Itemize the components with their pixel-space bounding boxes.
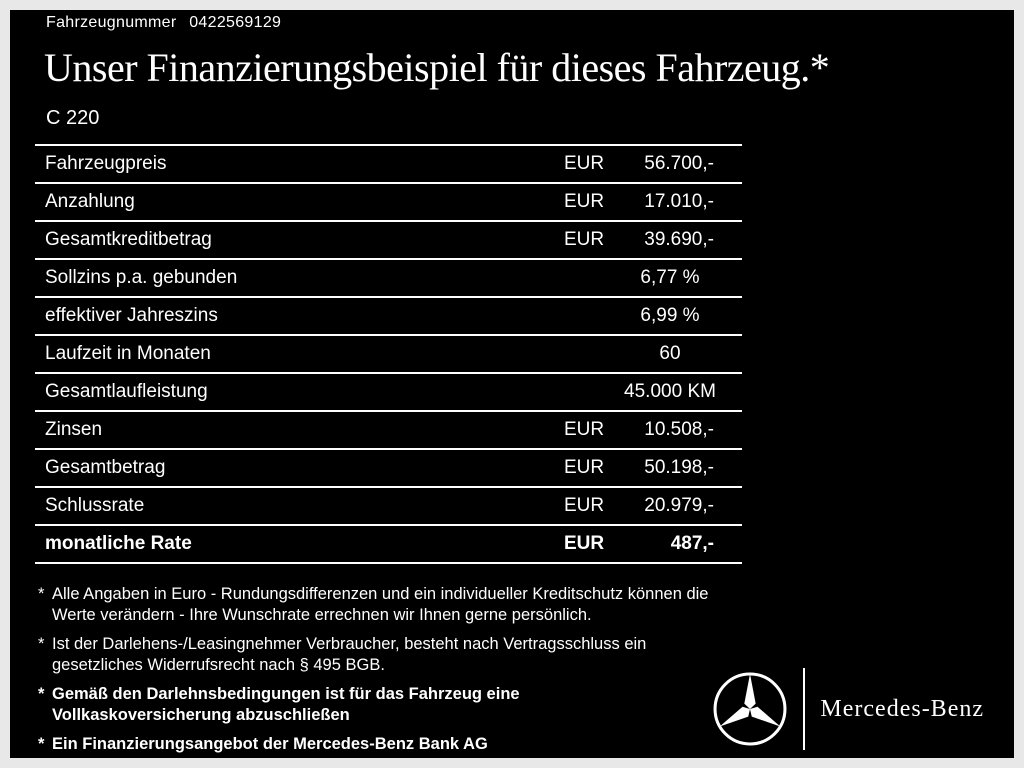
table-row: effektiver Jahreszins 6,99 % (35, 296, 742, 334)
table-row: Sollzins p.a. gebunden 6,77 % (35, 258, 742, 296)
footnote-text: Ist der Darlehens-/Leasingnehmer Verbrau… (52, 635, 647, 674)
brand-wordmark: Mercedes-Benz (820, 695, 984, 722)
table-row: Zinsen EUR 10.508,- (35, 410, 742, 448)
table-row: Fahrzeugpreis EUR 56.700,- (35, 144, 742, 182)
row-label: Fahrzeugpreis (45, 153, 167, 174)
mercedes-star-logo (713, 672, 787, 746)
row-currency: EUR (564, 153, 605, 174)
table-row-monthly-rate: monatliche Rate EUR 487,- (35, 524, 742, 562)
row-currency: EUR (564, 419, 605, 440)
footnotes: * Alle Angaben in Euro - Rundungsdiffere… (38, 584, 743, 755)
row-value: 6,77 % (640, 267, 700, 288)
row-label: Laufzeit in Monaten (45, 343, 211, 364)
row-value: 60 (659, 343, 681, 364)
row-value: 50.198,- (644, 457, 714, 478)
row-label: monatliche Rate (45, 533, 192, 554)
vehicle-number-value: 0422569129 (189, 14, 282, 31)
footnote-text: Gemäß den Darlehnsbedingungen ist für da… (52, 685, 520, 724)
page-title: Unser Finanzierungsbeispiel für dieses F… (44, 45, 830, 90)
finance-table: Fahrzeugpreis EUR 56.700,- Anzahlung EUR 1… (35, 144, 742, 564)
footnote: * Gemäß den Darlehnsbedingungen ist für … (38, 684, 743, 726)
row-label: Gesamtkreditbetrag (45, 229, 212, 250)
footnote-marker: * (38, 735, 45, 753)
vehicle-number-row: Fahrzeugnummer 0422569129 (46, 14, 1014, 32)
footnote: * Ein Finanzierungsangebot der Mercedes-… (38, 734, 743, 755)
row-label: effektiver Jahreszins (45, 305, 218, 326)
row-currency: EUR (564, 191, 605, 212)
footnote-marker: * (38, 585, 45, 603)
brand-divider (803, 668, 806, 750)
row-currency: EUR (564, 495, 605, 516)
table-row: Schlussrate EUR 20.979,- (35, 486, 742, 524)
footnote: * Alle Angaben in Euro - Rundungsdiffere… (38, 584, 743, 626)
table-row: Laufzeit in Monaten 60 (35, 334, 742, 372)
footnote-marker: * (38, 635, 45, 653)
brand-area: Mercedes-Benz (712, 668, 986, 750)
row-value: 56.700,- (644, 153, 714, 174)
row-label: Gesamtbetrag (45, 457, 166, 478)
row-value: 487,- (670, 533, 714, 554)
row-label: Anzahlung (45, 191, 135, 212)
footnote-text: Ein Finanzierungsangebot der Mercedes-Be… (52, 735, 488, 753)
row-currency: EUR (564, 229, 605, 250)
finance-sheet: Fahrzeugnummer 0422569129 Unser Finanzie… (10, 10, 1014, 758)
footnote: * Ist der Darlehens-/Leasingnehmer Verbr… (38, 634, 743, 676)
row-value: 39.690,- (644, 229, 714, 250)
table-row: Gesamtbetrag EUR 50.198,- (35, 448, 742, 486)
vehicle-model: C 220 (46, 107, 100, 129)
vehicle-number-label: Fahrzeugnummer (46, 14, 177, 31)
row-label: Schlussrate (45, 495, 145, 516)
table-row: Anzahlung EUR 17.010,- (35, 182, 742, 220)
row-value: 45.000 KM (624, 381, 716, 402)
row-value: 17.010,- (644, 191, 714, 212)
table-row: Gesamtlaufleistung 45.000 KM (35, 372, 742, 410)
row-currency: EUR (564, 457, 605, 478)
row-label: Sollzins p.a. gebunden (45, 267, 238, 288)
row-label: Zinsen (45, 419, 103, 440)
row-value: 6,99 % (640, 305, 700, 326)
footnote-text: Alle Angaben in Euro - Rundungsdifferenz… (52, 585, 709, 624)
table-row: Gesamtkreditbetrag EUR 39.690,- (35, 220, 742, 258)
row-value: 10.508,- (644, 419, 714, 440)
row-label: Gesamtlaufleistung (45, 381, 208, 402)
row-currency: EUR (564, 533, 605, 554)
row-value: 20.979,- (644, 495, 714, 516)
footnote-marker: * (38, 685, 45, 703)
